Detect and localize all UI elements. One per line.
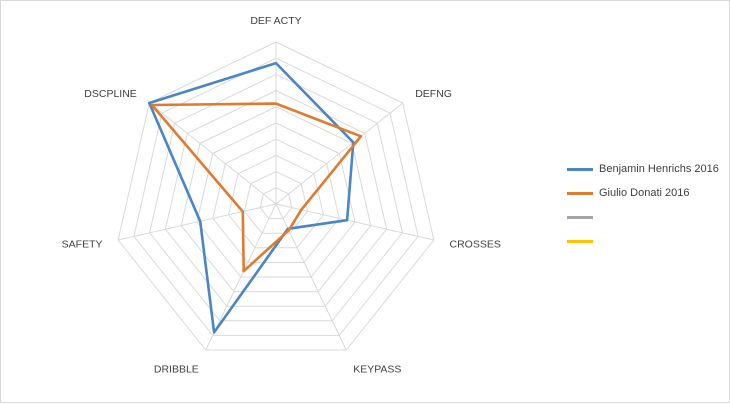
radar-spokes	[117, 42, 435, 351]
legend-swatch-2	[567, 191, 593, 195]
legend-label-2: Giulio Donati 2016	[599, 187, 690, 199]
legend-swatch-4	[567, 239, 593, 243]
legend-swatch-3	[567, 215, 593, 219]
grid-ring-5	[196, 122, 356, 278]
legend-label-1: Benjamin Henrichs 2016	[599, 163, 719, 175]
legend-item-1: Benjamin Henrichs 2016	[567, 157, 719, 181]
grid-ring-9	[133, 57, 419, 336]
axis-label-2: DEFNG	[415, 88, 452, 100]
spoke-6	[117, 203, 277, 241]
axis-label-7: DSCPLINE	[84, 88, 137, 100]
axis-labels: DEF ACTY DEFNG CROSSES KEYPASS DRIBBLE SAFETY…	[62, 15, 501, 375]
legend-item-2: Giulio Donati 2016	[567, 181, 719, 205]
series-line-1	[148, 61, 355, 334]
grid-ring-10	[117, 41, 435, 351]
spoke-3	[275, 203, 435, 241]
legend-item-4	[567, 229, 719, 253]
axis-label-5: DRIBBLE	[154, 363, 199, 375]
grid-ring-4	[212, 138, 340, 263]
legend: Benjamin Henrichs 2016 Giulio Donati 2016	[567, 157, 719, 253]
axis-label-4: KEYPASS	[353, 363, 401, 375]
grid-ring-3	[228, 154, 324, 249]
grid-ring-7	[164, 90, 388, 307]
spoke-7	[148, 102, 277, 205]
grid-ring-1	[259, 187, 293, 220]
legend-swatch-1	[567, 167, 593, 171]
axis-label-3: CROSSES	[450, 239, 501, 251]
radar-grid	[117, 41, 435, 351]
spoke-2	[275, 102, 404, 205]
legend-item-3	[567, 205, 719, 229]
axis-label-1: DEF ACTY	[250, 15, 301, 27]
radar-series	[148, 61, 363, 334]
grid-ring-2	[243, 171, 309, 234]
grid-ring-8	[149, 73, 403, 322]
axis-label-6: SAFETY	[62, 239, 103, 251]
series-line-2	[150, 102, 363, 273]
